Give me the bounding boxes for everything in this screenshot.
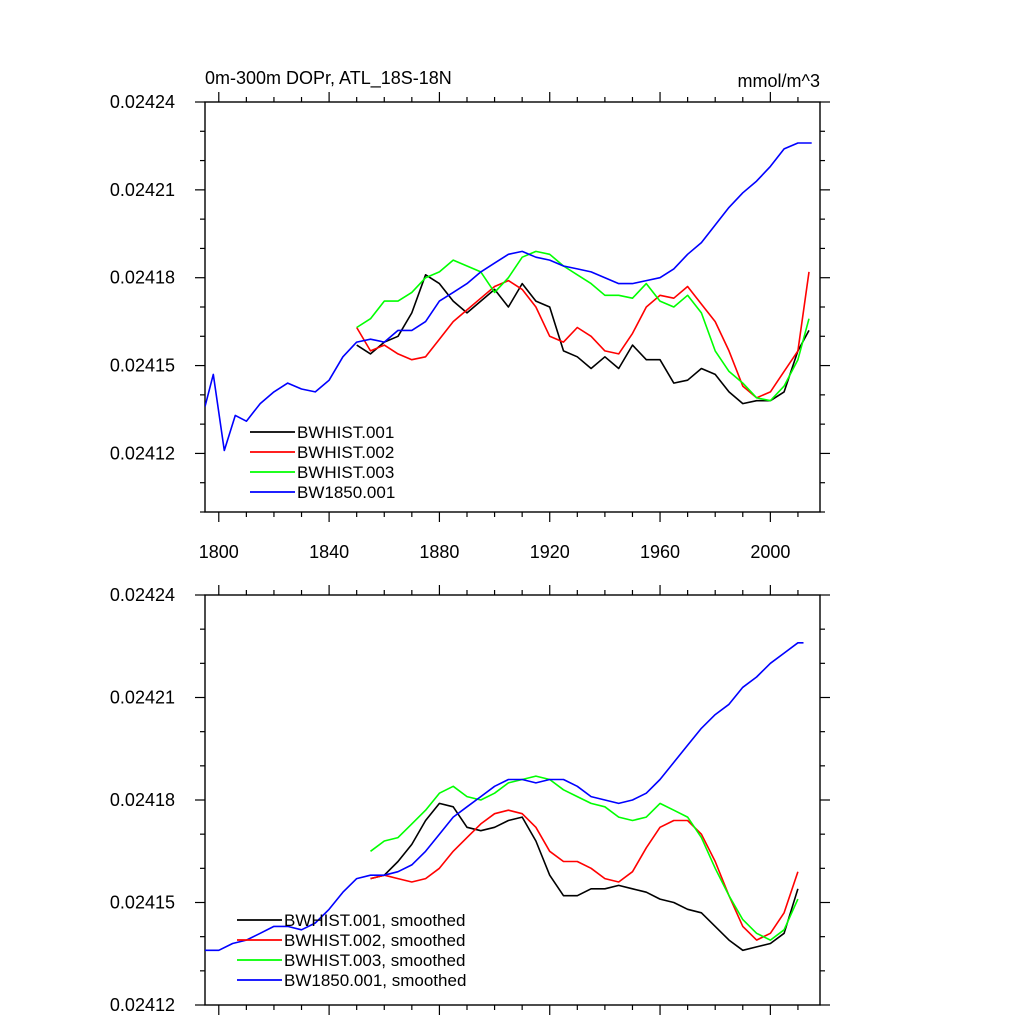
y-tick-label: 0.02418 — [110, 790, 175, 810]
bottom-panel: 0.02412 0.02415 0.02418 0.02421 0.02424 BWHI… — [110, 585, 830, 1015]
legend-label: BWHIST.002, smoothed — [284, 931, 465, 950]
series-line-bw1850-001-smoothed — [205, 641, 804, 952]
legend-label: BW1850.001 — [297, 483, 395, 502]
x-tick-label: 2000 — [750, 542, 790, 562]
series-line-bwhist-001 — [356, 273, 810, 405]
legend-label: BWHIST.003, smoothed — [284, 951, 465, 970]
series-line-bwhist-002 — [356, 271, 810, 399]
bottom-ticks: 0.02412 0.02415 0.02418 0.02421 0.02424 — [110, 585, 830, 1015]
x-tick-label: 1800 — [199, 542, 239, 562]
y-tick-label: 0.02412 — [110, 995, 175, 1015]
legend-label: BWHIST.002 — [297, 443, 394, 462]
series-line-bwhist-003 — [356, 250, 810, 402]
y-tick-label: 0.02415 — [110, 356, 175, 376]
top-series-group — [205, 142, 812, 452]
bottom-series-group — [205, 641, 804, 952]
x-tick-label: 1880 — [419, 542, 459, 562]
x-tick-label: 1920 — [530, 542, 570, 562]
legend-label: BWHIST.003 — [297, 463, 394, 482]
top-ticks: 1800 1840 1880 1920 1960 2000 0.02412 0.02415 0.… — [110, 92, 830, 562]
y-tick-label: 0.02421 — [110, 688, 175, 708]
legend-label: BWHIST.001 — [297, 423, 394, 442]
top-panel: 0m-300m DOPr, ATL_18S-18N mmol/m^3 1800 1… — [110, 68, 830, 562]
y-tick-label: 0.02421 — [110, 180, 175, 200]
legend-label: BW1850.001, smoothed — [284, 971, 466, 990]
series-line-bwhist-001-smoothed — [370, 802, 799, 952]
y-tick-label: 0.02424 — [110, 92, 175, 112]
y-tick-label: 0.02418 — [110, 268, 175, 288]
x-tick-label: 1840 — [309, 542, 349, 562]
y-tick-label: 0.02424 — [110, 585, 175, 605]
chart-title: 0m-300m DOPr, ATL_18S-18N — [205, 68, 452, 89]
series-line-bw1850-001 — [205, 142, 812, 452]
legend-label: BWHIST.001, smoothed — [284, 911, 465, 930]
units-label: mmol/m^3 — [738, 71, 820, 91]
x-tick-label: 1960 — [640, 542, 680, 562]
series-line-bwhist-003-smoothed — [370, 775, 799, 941]
y-tick-label: 0.02415 — [110, 893, 175, 913]
y-tick-label: 0.02412 — [110, 443, 175, 463]
